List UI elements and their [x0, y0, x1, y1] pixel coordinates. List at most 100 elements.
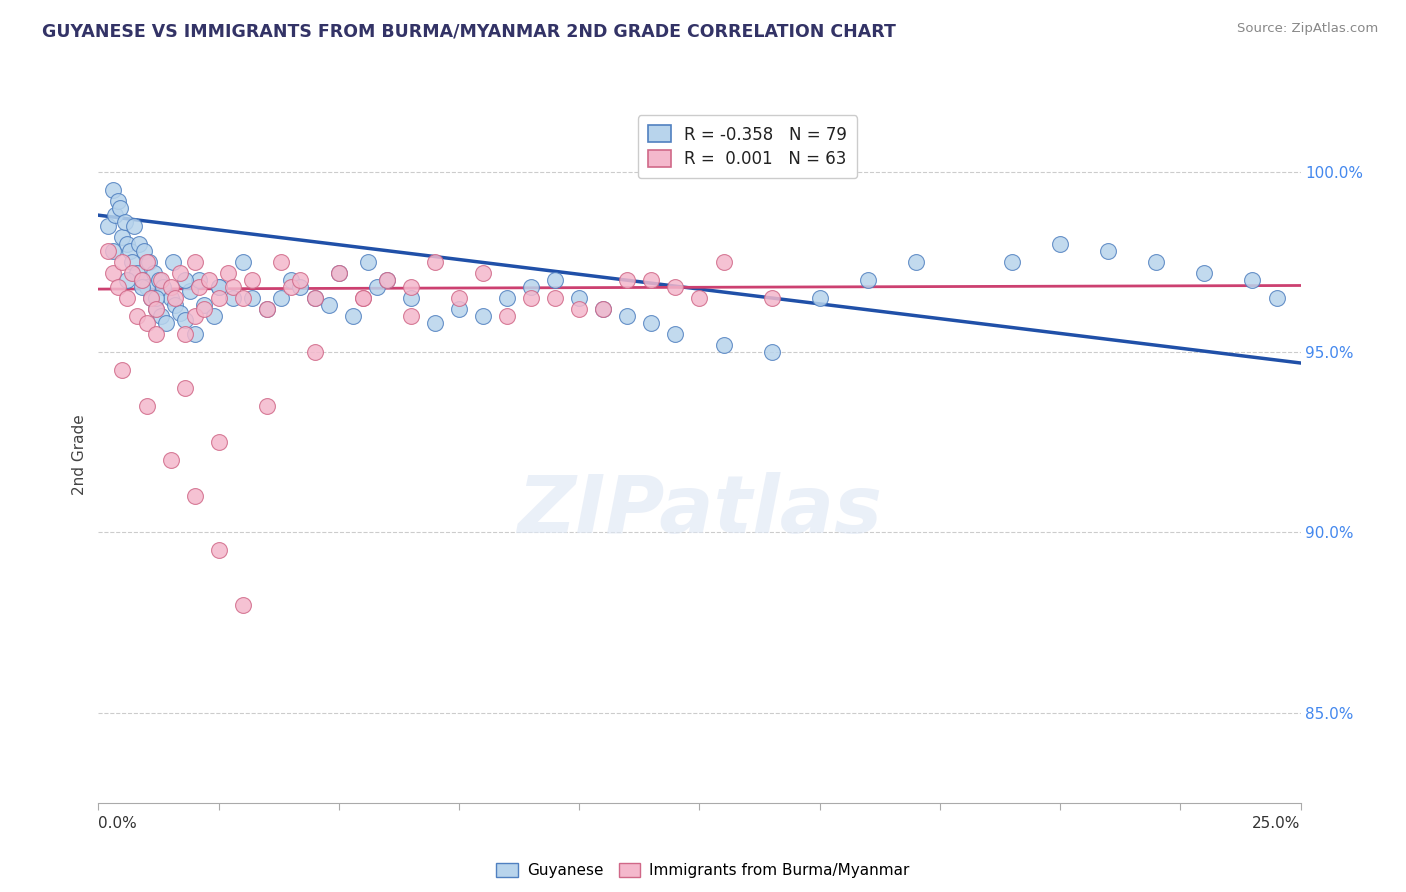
Point: [145, 301, 167, 316]
Point: [183, 327, 205, 342]
Point: [616, 309, 638, 323]
Point: [101, 183, 124, 197]
Point: [256, 399, 278, 413]
Point: [188, 280, 211, 294]
Point: [117, 237, 139, 252]
Point: [217, 266, 239, 280]
Point: [592, 301, 614, 316]
Point: [135, 316, 157, 330]
Point: [155, 316, 177, 330]
Point: [1097, 244, 1119, 259]
Point: [664, 327, 686, 342]
Point: [472, 309, 495, 323]
Point: [304, 345, 326, 359]
Point: [640, 273, 662, 287]
Point: [318, 298, 340, 312]
Point: [472, 266, 495, 280]
Point: [107, 280, 129, 294]
Point: [240, 291, 263, 305]
Point: [290, 280, 312, 294]
Point: [713, 338, 735, 352]
Point: [108, 201, 131, 215]
Point: [148, 273, 170, 287]
Point: [713, 255, 735, 269]
Point: [169, 266, 191, 280]
Point: [121, 255, 143, 269]
Point: [183, 309, 205, 323]
Point: [114, 215, 136, 229]
Point: [520, 280, 543, 294]
Point: [568, 301, 591, 316]
Point: [101, 244, 124, 259]
Point: [152, 280, 174, 294]
Point: [145, 291, 167, 305]
Point: [101, 266, 124, 280]
Text: 0.0%: 0.0%: [98, 816, 138, 831]
Point: [162, 255, 184, 269]
Point: [174, 312, 197, 326]
Point: [198, 273, 221, 287]
Point: [256, 301, 278, 316]
Point: [145, 327, 167, 342]
Point: [188, 273, 211, 287]
Point: [270, 255, 292, 269]
Point: [544, 291, 567, 305]
Point: [117, 291, 139, 305]
Point: [132, 244, 155, 259]
Point: [375, 273, 398, 287]
Point: [208, 435, 231, 450]
Point: [856, 273, 879, 287]
Point: [447, 301, 470, 316]
Point: [290, 273, 312, 287]
Point: [149, 273, 172, 287]
Point: [111, 255, 134, 269]
Point: [135, 280, 157, 294]
Point: [616, 273, 638, 287]
Point: [97, 219, 120, 233]
Point: [131, 280, 153, 294]
Text: GUYANESE VS IMMIGRANTS FROM BURMA/MYANMAR 2ND GRADE CORRELATION CHART: GUYANESE VS IMMIGRANTS FROM BURMA/MYANMA…: [42, 22, 896, 40]
Point: [169, 305, 191, 319]
Point: [357, 255, 380, 269]
Point: [232, 598, 254, 612]
Text: Source: ZipAtlas.com: Source: ZipAtlas.com: [1237, 22, 1378, 36]
Point: [1049, 237, 1071, 252]
Point: [1001, 255, 1024, 269]
Point: [761, 291, 783, 305]
Point: [447, 291, 470, 305]
Point: [104, 208, 127, 222]
Point: [496, 291, 519, 305]
Point: [111, 363, 134, 377]
Point: [1144, 255, 1167, 269]
Point: [121, 266, 143, 280]
Point: [125, 309, 148, 323]
Point: [125, 266, 148, 280]
Point: [1194, 266, 1216, 280]
Point: [1241, 273, 1264, 287]
Point: [689, 291, 711, 305]
Point: [399, 291, 422, 305]
Point: [592, 301, 614, 316]
Point: [174, 381, 197, 395]
Point: [165, 298, 187, 312]
Point: [159, 291, 181, 305]
Point: [256, 301, 278, 316]
Point: [808, 291, 831, 305]
Point: [375, 273, 398, 287]
Point: [399, 280, 422, 294]
Point: [135, 399, 157, 413]
Point: [107, 194, 129, 208]
Point: [232, 291, 254, 305]
Point: [118, 244, 141, 259]
Text: 25.0%: 25.0%: [1253, 816, 1301, 831]
Point: [183, 489, 205, 503]
Point: [352, 291, 374, 305]
Point: [97, 244, 120, 259]
Point: [183, 255, 205, 269]
Point: [179, 284, 201, 298]
Point: [1265, 291, 1288, 305]
Point: [328, 266, 350, 280]
Point: [159, 280, 181, 294]
Point: [304, 291, 326, 305]
Point: [232, 255, 254, 269]
